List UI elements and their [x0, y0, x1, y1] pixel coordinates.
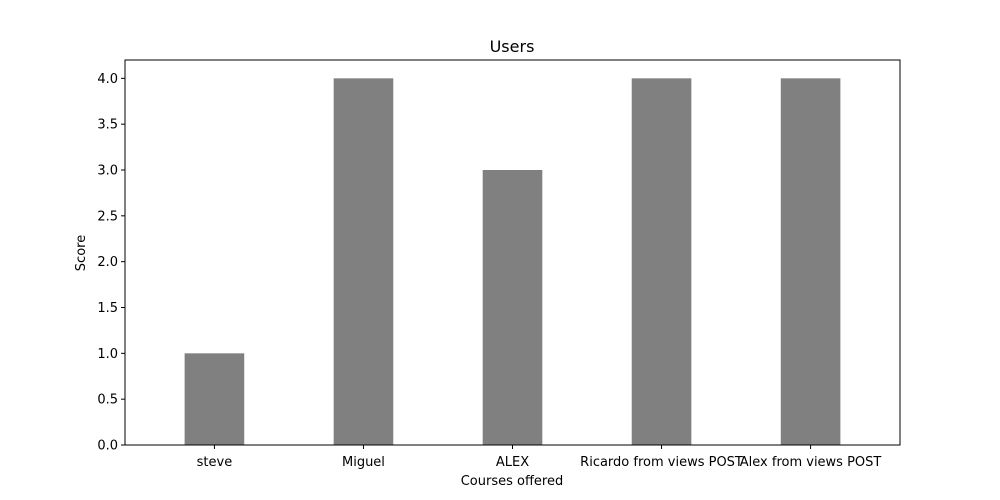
- bars-layer: [184, 78, 841, 445]
- bar-1: [333, 78, 394, 445]
- y-tick-label-1: 0.5: [97, 393, 118, 408]
- y-tick-label-4: 2.0: [97, 255, 118, 270]
- y-tick-label-6: 3.0: [97, 164, 118, 179]
- y-tick-label-5: 2.5: [97, 209, 118, 224]
- axes-layer: 0.0 0.5 1.0 1.5 2.0 2.5 3.0 3.5 4.0 steve Miguel AL…: [97, 59, 901, 470]
- y-tick-label-0: 0.0: [97, 439, 118, 454]
- chart-title: Users: [490, 37, 535, 56]
- x-axis-label: Courses offered: [461, 474, 564, 489]
- bar-3: [631, 78, 692, 445]
- x-tick-label-0: steve: [197, 455, 233, 470]
- x-tick-label-4: Alex from views POST: [740, 455, 882, 470]
- y-axis-label: Score: [74, 235, 89, 271]
- y-tick-label-7: 3.5: [97, 118, 118, 133]
- x-tick-label-3: Ricardo from views POST: [580, 455, 743, 470]
- y-tick-label-8: 4.0: [97, 72, 118, 87]
- bar-2: [482, 170, 543, 445]
- x-tick-label-1: Miguel: [342, 455, 385, 470]
- x-tick-label-2: ALEX: [496, 455, 529, 470]
- bar-4: [780, 78, 841, 445]
- y-tick-label-3: 1.5: [97, 301, 118, 316]
- y-tick-label-2: 1.0: [97, 347, 118, 362]
- bar-0: [184, 353, 245, 445]
